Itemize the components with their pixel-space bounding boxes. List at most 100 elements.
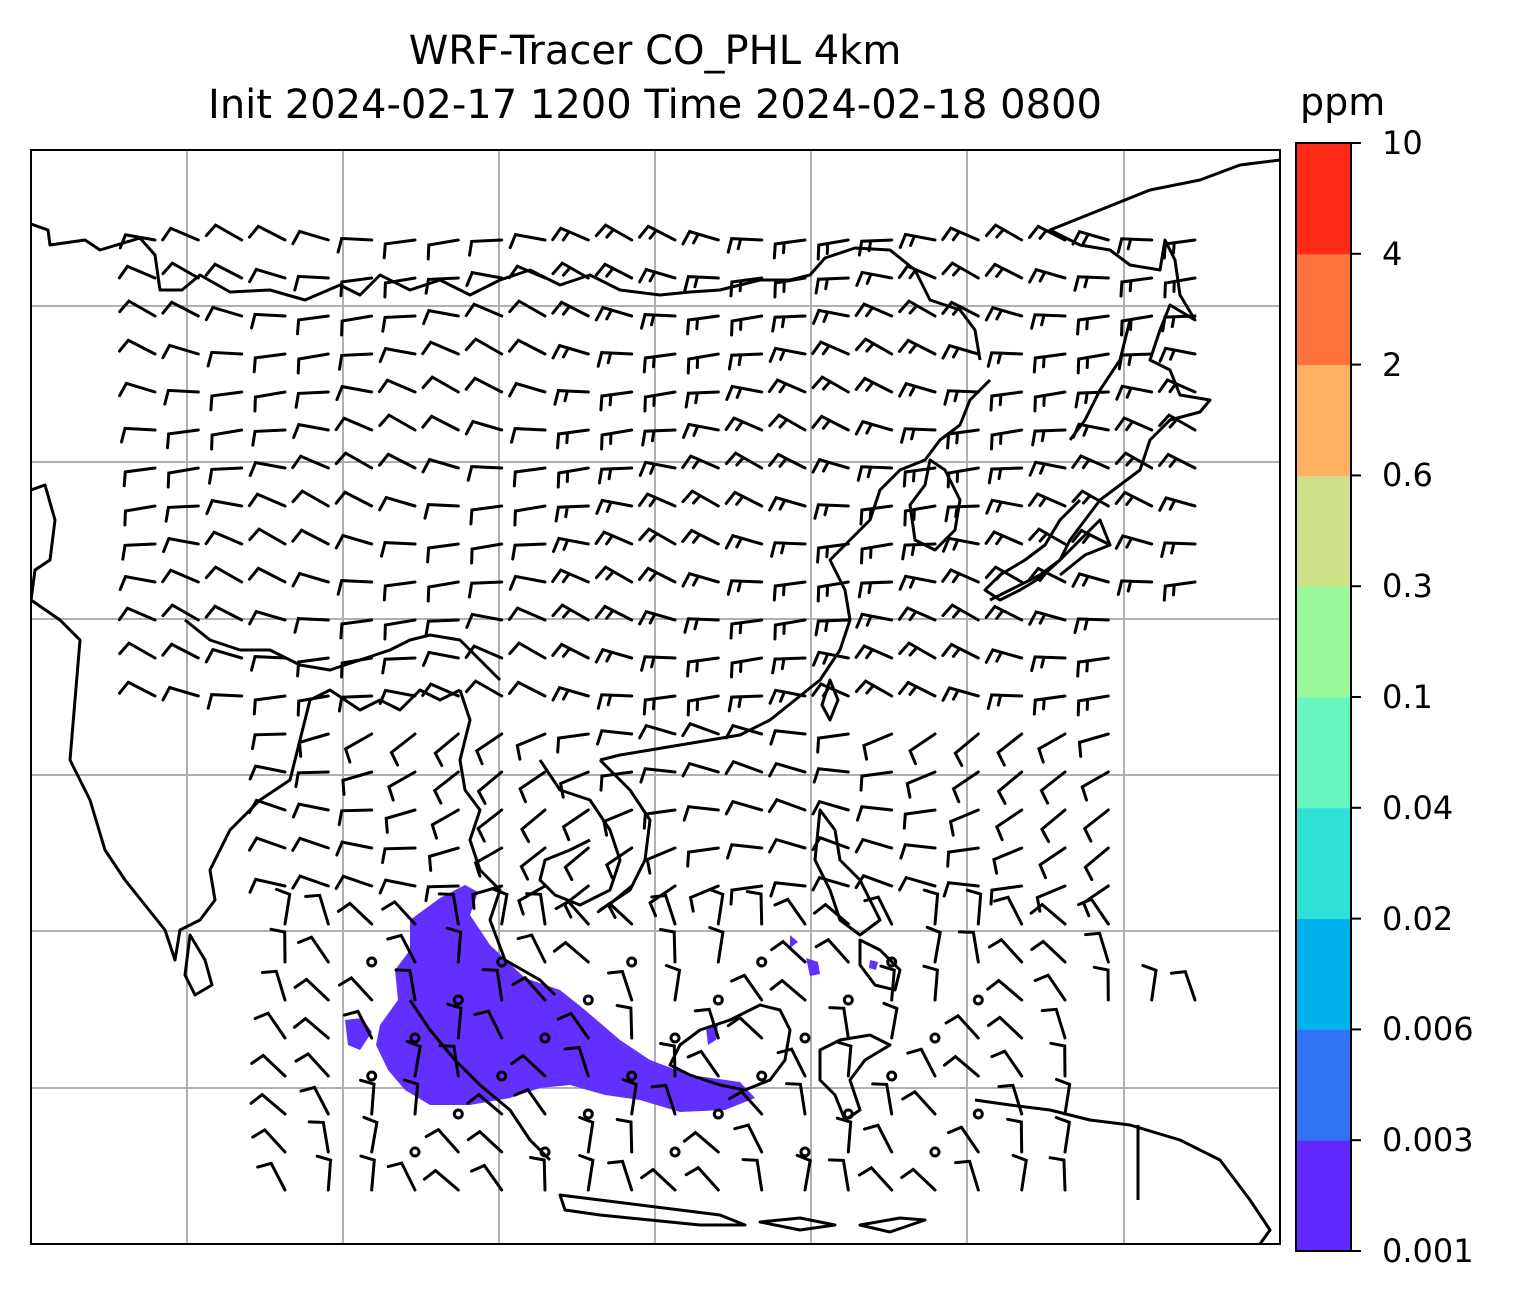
calm-wind-marker bbox=[409, 1032, 421, 1044]
wind-barb bbox=[857, 1165, 894, 1192]
wind-barb bbox=[682, 422, 720, 439]
wind-barb bbox=[768, 837, 807, 854]
wind-barb bbox=[519, 846, 547, 881]
wind-barb bbox=[879, 964, 896, 1002]
wind-barb bbox=[922, 888, 940, 926]
wind-barb bbox=[638, 566, 677, 584]
wind-barb bbox=[563, 1045, 590, 1078]
wind-barb bbox=[383, 618, 417, 641]
wind-barb bbox=[248, 527, 287, 546]
wind-barb bbox=[708, 926, 725, 964]
wind-barb bbox=[551, 300, 590, 318]
wind-barb bbox=[965, 888, 983, 926]
wind-barb bbox=[248, 224, 287, 242]
wind-barb bbox=[947, 1125, 980, 1154]
wind-barb bbox=[908, 732, 937, 766]
wind-barb bbox=[898, 641, 937, 660]
wind-barb bbox=[161, 603, 200, 622]
calm-wind-marker bbox=[712, 994, 724, 1006]
wind-barb bbox=[992, 846, 1024, 875]
wind-barb bbox=[621, 1078, 638, 1116]
wind-barb bbox=[551, 568, 590, 584]
wind-barb bbox=[339, 276, 374, 298]
wind-barb bbox=[1161, 314, 1197, 333]
wind-barb bbox=[166, 466, 200, 489]
wind-barb bbox=[901, 542, 937, 561]
wind-barb bbox=[941, 568, 980, 584]
colorbar-tick-label: 0.1 bbox=[1382, 678, 1433, 716]
calm-wind-marker bbox=[452, 1108, 464, 1120]
wind-barb bbox=[898, 232, 937, 249]
calm-wind-marker bbox=[712, 1108, 724, 1120]
wind-barb bbox=[296, 656, 330, 678]
wind-barb bbox=[730, 314, 764, 337]
wind-barb bbox=[386, 933, 417, 964]
wind-barb bbox=[519, 808, 547, 843]
calm-wind-marker bbox=[842, 994, 854, 1006]
wind-barb bbox=[378, 346, 417, 364]
wind-barb bbox=[596, 729, 634, 746]
wind-barb bbox=[811, 457, 850, 474]
wind-barb bbox=[1115, 384, 1154, 401]
wind-barb bbox=[1116, 579, 1154, 596]
wind-barb bbox=[161, 343, 200, 360]
colorbar-tick-label: 4 bbox=[1382, 234, 1403, 273]
colorbar-frame bbox=[1295, 142, 1352, 1252]
wind-barb bbox=[470, 1163, 504, 1192]
calm-wind-marker bbox=[972, 994, 984, 1006]
wind-barb bbox=[642, 694, 677, 716]
wind-barb bbox=[551, 603, 590, 622]
wind-barb bbox=[296, 314, 330, 336]
wind-barb bbox=[594, 604, 634, 622]
wind-barb bbox=[382, 238, 417, 260]
colorbar-segment bbox=[1296, 586, 1351, 698]
wind-barb bbox=[816, 580, 850, 603]
map-title: WRF-Tracer CO_PHL 4km bbox=[408, 28, 902, 74]
wind-barb bbox=[551, 642, 590, 660]
wind-barb bbox=[596, 351, 634, 368]
wind-barb bbox=[941, 300, 980, 318]
wind-barb bbox=[770, 939, 807, 964]
calm-wind-marker bbox=[669, 1146, 681, 1158]
wind-barb bbox=[599, 770, 634, 792]
wind-barb bbox=[615, 1004, 634, 1040]
wind-barb bbox=[951, 770, 980, 804]
wind-barb bbox=[954, 1159, 980, 1192]
wind-barb bbox=[378, 413, 417, 432]
calm-wind-marker bbox=[626, 956, 638, 968]
wind-barb bbox=[727, 352, 764, 371]
wind-barb bbox=[446, 1002, 463, 1040]
wind-barb bbox=[1028, 566, 1067, 584]
wind-barb bbox=[897, 264, 937, 280]
wind-barb bbox=[856, 465, 894, 482]
wind-barb bbox=[118, 680, 157, 698]
wind-barb bbox=[386, 1161, 417, 1192]
wind-barb bbox=[1071, 528, 1110, 546]
wind-barb bbox=[650, 893, 677, 926]
wind-barb bbox=[551, 226, 590, 242]
wind-barb bbox=[898, 299, 937, 318]
wind-barb bbox=[769, 729, 807, 746]
wind-barb bbox=[293, 977, 330, 1002]
wind-barb bbox=[898, 338, 937, 356]
wind-barb bbox=[117, 264, 157, 280]
wind-barb bbox=[812, 308, 850, 325]
wind-barb bbox=[512, 466, 547, 488]
wind-barb bbox=[648, 884, 677, 918]
wind-barb bbox=[1162, 580, 1197, 602]
wind-barb bbox=[252, 694, 287, 716]
tracer-plume bbox=[345, 885, 878, 1112]
wind-barb bbox=[901, 1089, 937, 1116]
wind-barb bbox=[118, 233, 157, 250]
wind-barb bbox=[296, 352, 330, 375]
wind-barb bbox=[378, 495, 417, 512]
wind-barb bbox=[1083, 846, 1110, 881]
wind-barb bbox=[836, 1040, 853, 1078]
wind-barb bbox=[659, 928, 677, 964]
wind-barb bbox=[123, 504, 157, 527]
wind-barb bbox=[986, 693, 1024, 710]
colorbar bbox=[1296, 142, 1361, 1252]
wind-barb bbox=[900, 427, 937, 444]
wind-barb bbox=[812, 767, 850, 784]
wind-barb bbox=[729, 276, 764, 298]
